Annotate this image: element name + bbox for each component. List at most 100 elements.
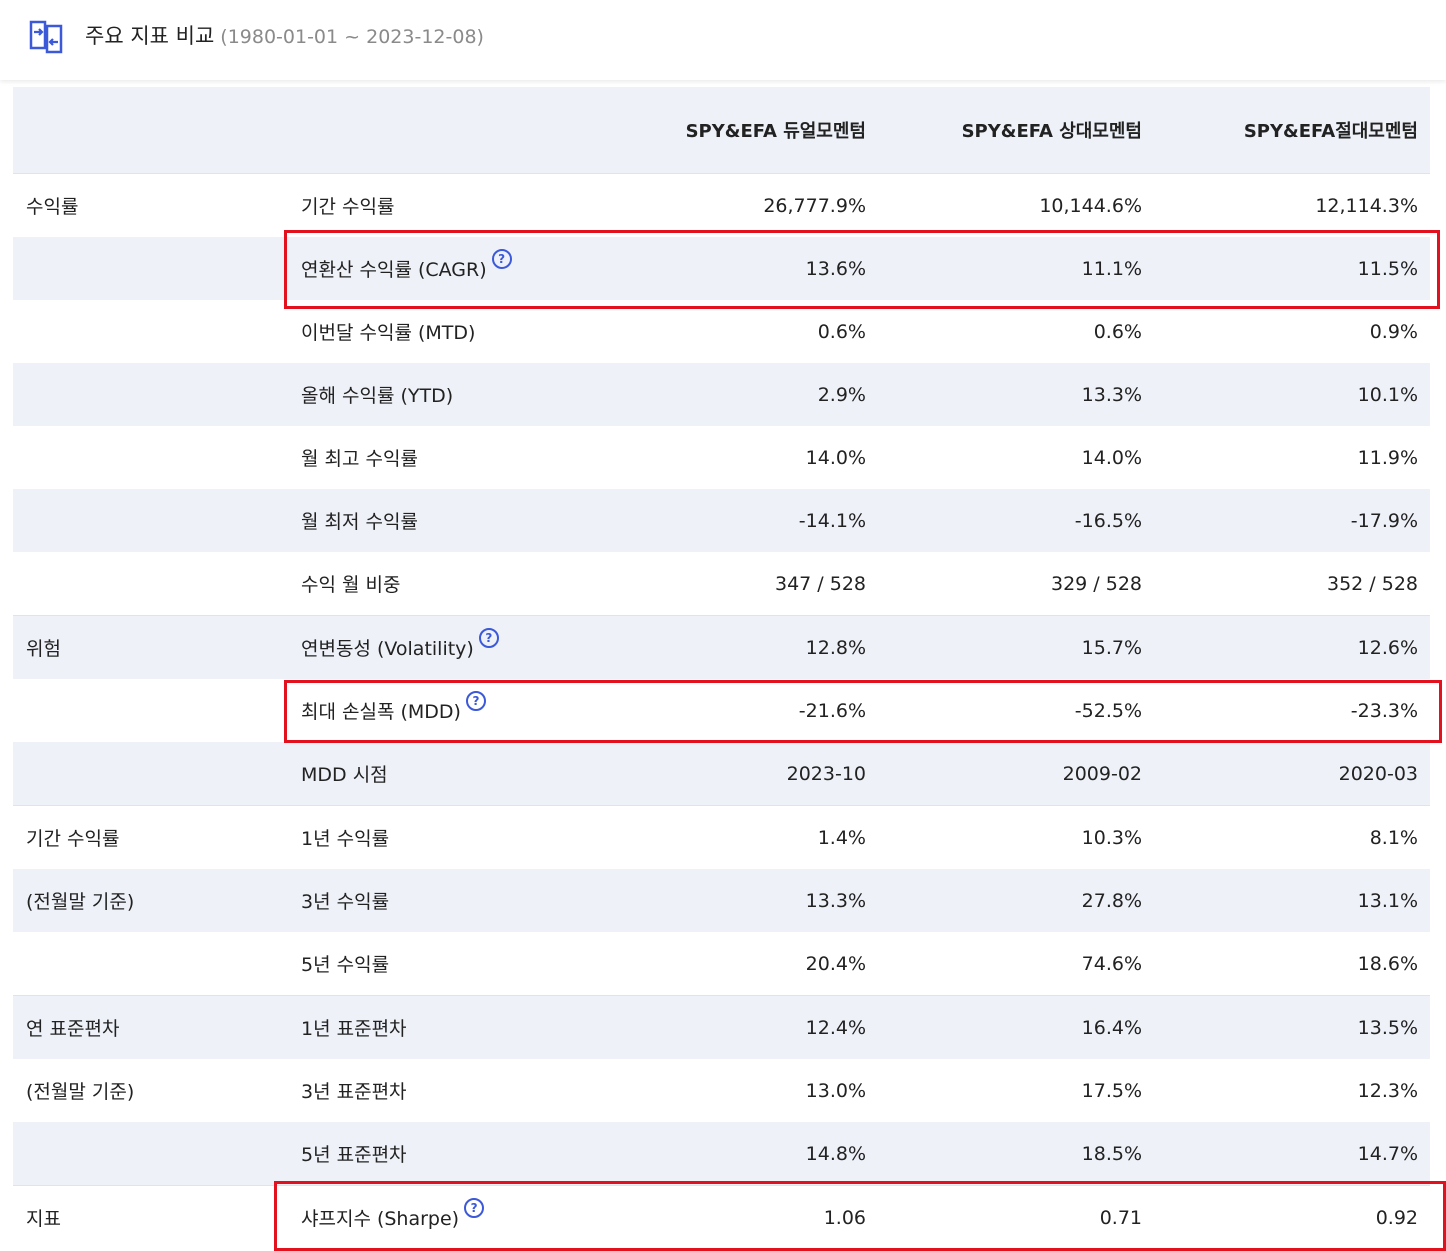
metric-label-text: 연환산 수익률 (CAGR) — [301, 259, 487, 281]
value-cell: 11.9% — [1357, 446, 1418, 469]
value-cell: 0.71 — [1099, 1206, 1142, 1229]
value-cell: -16.5% — [1074, 509, 1142, 532]
metric-label-text: 3년 표준편차 — [301, 1081, 407, 1103]
metrics-table: SPY&EFA 듀얼모멘텀 SPY&EFA 상대모멘텀 SPY&EFA절대모멘텀… — [13, 87, 1430, 1249]
metric-label-text: 5년 표준편차 — [301, 1144, 407, 1166]
row-group-label: 연 표준편차 — [26, 1018, 120, 1040]
metric-label-text: 올해 수익률 (YTD) — [301, 385, 454, 407]
metric-label-text: 3년 수익률 — [301, 891, 390, 913]
value-cell: 347 / 528 — [774, 572, 866, 595]
table-row: 최대 손실폭 (MDD)? -21.6% -52.5% -23.3% — [13, 679, 1430, 742]
row-metric-label: 월 최저 수익률 — [301, 489, 418, 552]
value-cell: 18.6% — [1357, 952, 1418, 975]
metric-label-text: 수익 월 비중 — [301, 574, 401, 596]
table-row: (전월말 기준) 3년 표준편차 13.0% 17.5% 12.3% — [13, 1059, 1430, 1122]
metric-label-text: 이번달 수익률 (MTD) — [301, 322, 476, 344]
row-metric-label: 5년 표준편차 — [301, 1122, 407, 1185]
value-cell: 10.3% — [1081, 826, 1142, 849]
row-group-label: 기간 수익률 — [26, 828, 120, 850]
value-cell: 12.3% — [1357, 1079, 1418, 1102]
value-cell: 20.4% — [805, 952, 866, 975]
value-cell: 0.6% — [817, 320, 866, 343]
value-cell: 13.1% — [1357, 889, 1418, 912]
table-row: 이번달 수익률 (MTD) 0.6% 0.6% 0.9% — [13, 300, 1430, 363]
value-cell: 12,114.3% — [1315, 194, 1418, 217]
value-cell: 2020-03 — [1338, 762, 1418, 785]
help-icon[interactable]: ? — [464, 1197, 485, 1218]
value-cell: 13.3% — [1081, 383, 1142, 406]
value-cell: 0.6% — [1093, 320, 1142, 343]
table-row: (전월말 기준) 3년 수익률 13.3% 27.8% 13.1% — [13, 869, 1430, 932]
row-metric-label: 연환산 수익률 (CAGR)? — [301, 237, 512, 300]
value-cell: 13.3% — [805, 889, 866, 912]
table-row: 연 표준편차 1년 표준편차 12.4% 16.4% 13.5% — [13, 995, 1430, 1059]
row-metric-label: 샤프지수 (Sharpe)? — [301, 1186, 485, 1249]
table-row: 월 최저 수익률 -14.1% -16.5% -17.9% — [13, 489, 1430, 552]
value-cell: 11.5% — [1357, 257, 1418, 280]
column-header-absolute-momentum[interactable]: SPY&EFA절대모멘텀 — [1243, 121, 1418, 142]
table-row: 위험 연변동성 (Volatility)? 12.8% 15.7% 12.6% — [13, 615, 1430, 679]
metric-label-text: MDD 시점 — [301, 764, 388, 786]
row-group-label: (전월말 기준) — [26, 1081, 135, 1103]
help-icon[interactable]: ? — [465, 690, 486, 711]
value-cell: 27.8% — [1081, 889, 1142, 912]
metric-label-text: 5년 수익률 — [301, 954, 390, 976]
row-group-label: 수익률 — [26, 196, 79, 218]
value-cell: 14.0% — [1081, 446, 1142, 469]
value-cell: 74.6% — [1081, 952, 1142, 975]
value-cell: 2009-02 — [1062, 762, 1142, 785]
row-metric-label: 연변동성 (Volatility)? — [301, 616, 499, 679]
value-cell: 1.4% — [817, 826, 866, 849]
value-cell: -52.5% — [1074, 699, 1142, 722]
row-group-label: (전월말 기준) — [26, 891, 135, 913]
table-row: 올해 수익률 (YTD) 2.9% 13.3% 10.1% — [13, 363, 1430, 426]
help-icon[interactable]: ? — [491, 248, 512, 269]
value-cell: -21.6% — [798, 699, 866, 722]
table-header-row: SPY&EFA 듀얼모멘텀 SPY&EFA 상대모멘텀 SPY&EFA절대모멘텀 — [13, 87, 1430, 174]
table-row: 5년 수익률 20.4% 74.6% 18.6% — [13, 932, 1430, 995]
metric-label-text: 1년 표준편차 — [301, 1018, 407, 1040]
value-cell: -14.1% — [798, 509, 866, 532]
value-cell: 8.1% — [1369, 826, 1418, 849]
metric-label-text: 연변동성 (Volatility) — [301, 638, 474, 660]
value-cell: 13.0% — [805, 1079, 866, 1102]
column-header-dual-momentum[interactable]: SPY&EFA 듀얼모멘텀 — [685, 121, 866, 142]
row-metric-label: 5년 수익률 — [301, 932, 389, 995]
value-cell: 0.92 — [1375, 1206, 1418, 1229]
value-cell: 329 / 528 — [1050, 572, 1142, 595]
value-cell: 12.8% — [805, 636, 866, 659]
row-metric-label: 3년 수익률 — [301, 869, 389, 932]
table-row: 기간 수익률 1년 수익률 1.4% 10.3% 8.1% — [13, 805, 1430, 869]
table-row: 연환산 수익률 (CAGR)? 13.6% 11.1% 11.5% — [13, 237, 1430, 300]
column-header-relative-momentum[interactable]: SPY&EFA 상대모멘텀 — [961, 121, 1142, 142]
value-cell: 16.4% — [1081, 1016, 1142, 1039]
row-metric-label: 올해 수익률 (YTD) — [301, 363, 453, 426]
value-cell: 0.9% — [1369, 320, 1418, 343]
value-cell: 12.6% — [1357, 636, 1418, 659]
metric-label-text: 월 최저 수익률 — [301, 511, 418, 533]
date-range: (1980-01-01 ~ 2023-12-08) — [220, 26, 484, 48]
help-icon[interactable]: ? — [478, 627, 499, 648]
row-metric-label: 수익 월 비중 — [301, 552, 400, 615]
value-cell: -17.9% — [1350, 509, 1418, 532]
table-row: 수익률 기간 수익률 26,777.9% 10,144.6% 12,114.3% — [13, 174, 1430, 237]
value-cell: 2.9% — [817, 383, 866, 406]
value-cell: 17.5% — [1081, 1079, 1142, 1102]
value-cell: 14.8% — [805, 1142, 866, 1165]
value-cell: -23.3% — [1350, 699, 1418, 722]
metric-label-text: 1년 수익률 — [301, 828, 390, 850]
metric-label-text: 기간 수익률 — [301, 196, 395, 218]
value-cell: 26,777.9% — [763, 194, 866, 217]
value-cell: 13.5% — [1357, 1016, 1418, 1039]
table-row: 지표 샤프지수 (Sharpe)? 1.06 0.71 0.92 — [13, 1185, 1430, 1249]
page-header: 주요 지표 비교 (1980-01-01 ~ 2023-12-08) — [0, 0, 1446, 80]
value-cell: 18.5% — [1081, 1142, 1142, 1165]
row-metric-label: MDD 시점 — [301, 742, 388, 805]
compare-arrows-icon — [28, 18, 64, 54]
row-group-label: 위험 — [26, 638, 61, 660]
row-metric-label: 이번달 수익률 (MTD) — [301, 300, 475, 363]
value-cell: 14.7% — [1357, 1142, 1418, 1165]
value-cell: 10.1% — [1357, 383, 1418, 406]
row-metric-label: 최대 손실폭 (MDD)? — [301, 679, 486, 742]
page-title-text: 주요 지표 비교 — [85, 24, 215, 48]
